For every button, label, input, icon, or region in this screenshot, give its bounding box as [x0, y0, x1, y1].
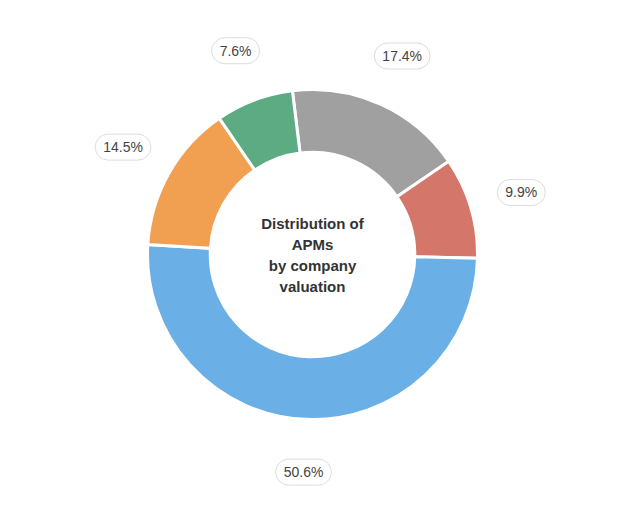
label-pill	[95, 134, 151, 160]
chart: 17.4% 9.9% 50.6% 14.5% 7.6% Distribution of AP…	[0, 0, 625, 509]
data-label-group: 17.4%	[374, 43, 430, 69]
data-label-group: 50.6%	[276, 459, 332, 485]
slice	[397, 161, 478, 258]
slices	[148, 90, 478, 420]
label-pill	[212, 38, 260, 64]
center-title-line: by company	[269, 257, 357, 274]
center-title: Distribution of APMs by company valuation	[261, 215, 364, 295]
center-title-line: APMs	[292, 236, 334, 253]
label-pill	[497, 179, 545, 205]
data-label: 7.6%	[220, 43, 252, 59]
slice	[219, 91, 300, 170]
data-label: 9.9%	[505, 184, 537, 200]
data-label: 17.4%	[382, 48, 422, 64]
data-label: 50.6%	[284, 464, 324, 480]
data-label-group: 9.9%	[497, 179, 545, 205]
data-label-group: 14.5%	[95, 134, 151, 160]
donut: 17.4% 9.9% 50.6% 14.5% 7.6% Distribution of AP…	[95, 38, 545, 485]
data-label: 14.5%	[103, 139, 143, 155]
data-labels: 17.4% 9.9% 50.6% 14.5% 7.6%	[95, 38, 545, 485]
data-label-group: 7.6%	[212, 38, 260, 64]
center-title-line: Distribution of	[261, 215, 364, 232]
label-pill	[276, 459, 332, 485]
slice	[148, 245, 478, 420]
center-title-line: valuation	[280, 278, 346, 295]
label-pill	[374, 43, 430, 69]
